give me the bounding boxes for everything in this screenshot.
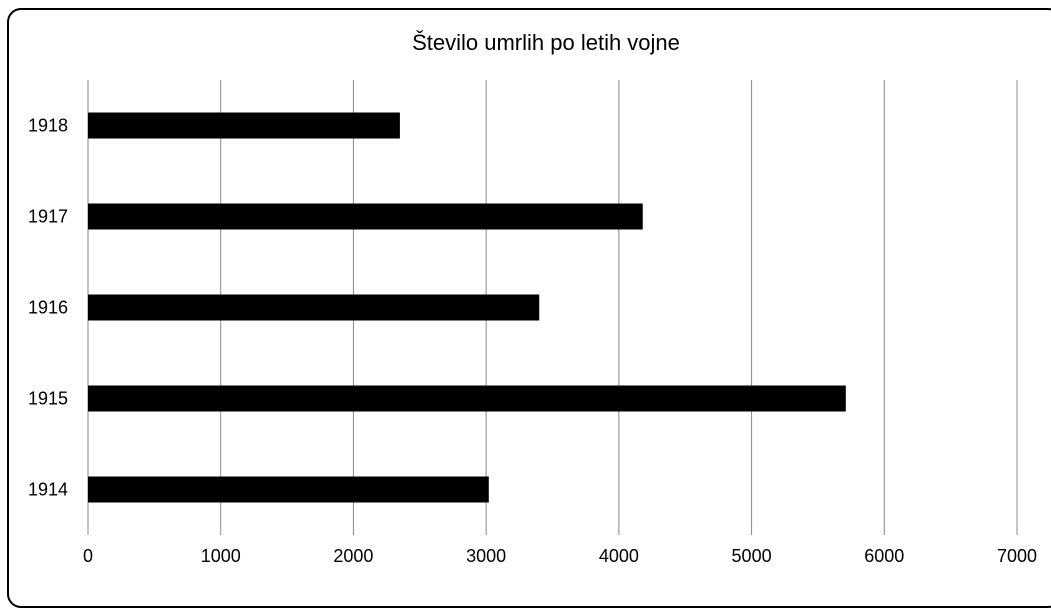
bar-1915 bbox=[88, 385, 846, 412]
x-axis-labels: 0 1000 2000 3000 4000 5000 6000 7000 bbox=[83, 546, 1037, 566]
y-category-label: 1917 bbox=[28, 207, 68, 227]
bars bbox=[88, 112, 846, 503]
x-tick-label: 1000 bbox=[201, 546, 241, 566]
x-tick-label: 3000 bbox=[466, 546, 506, 566]
x-tick-label: 5000 bbox=[732, 546, 772, 566]
y-category-label: 1914 bbox=[28, 480, 68, 500]
x-tick-label: 0 bbox=[83, 546, 93, 566]
y-axis-labels: 1914 1915 1916 1917 1918 bbox=[28, 116, 68, 500]
y-category-label: 1915 bbox=[28, 389, 68, 409]
x-tick-label: 4000 bbox=[599, 546, 639, 566]
bar-chart: Število umrlih po letih vojne 1914191519… bbox=[28, 30, 1037, 566]
y-category-label: 1918 bbox=[28, 116, 68, 136]
chart-title: Število umrlih po letih vojne bbox=[412, 30, 680, 55]
bar-1916 bbox=[88, 294, 540, 321]
bar-1917 bbox=[88, 203, 643, 230]
bar-1914 bbox=[88, 476, 489, 503]
bar-1918 bbox=[88, 112, 400, 139]
x-tick-label: 2000 bbox=[333, 546, 373, 566]
y-category-label: 1916 bbox=[28, 298, 68, 318]
x-tick-label: 7000 bbox=[997, 546, 1037, 566]
x-tick-label: 6000 bbox=[864, 546, 904, 566]
